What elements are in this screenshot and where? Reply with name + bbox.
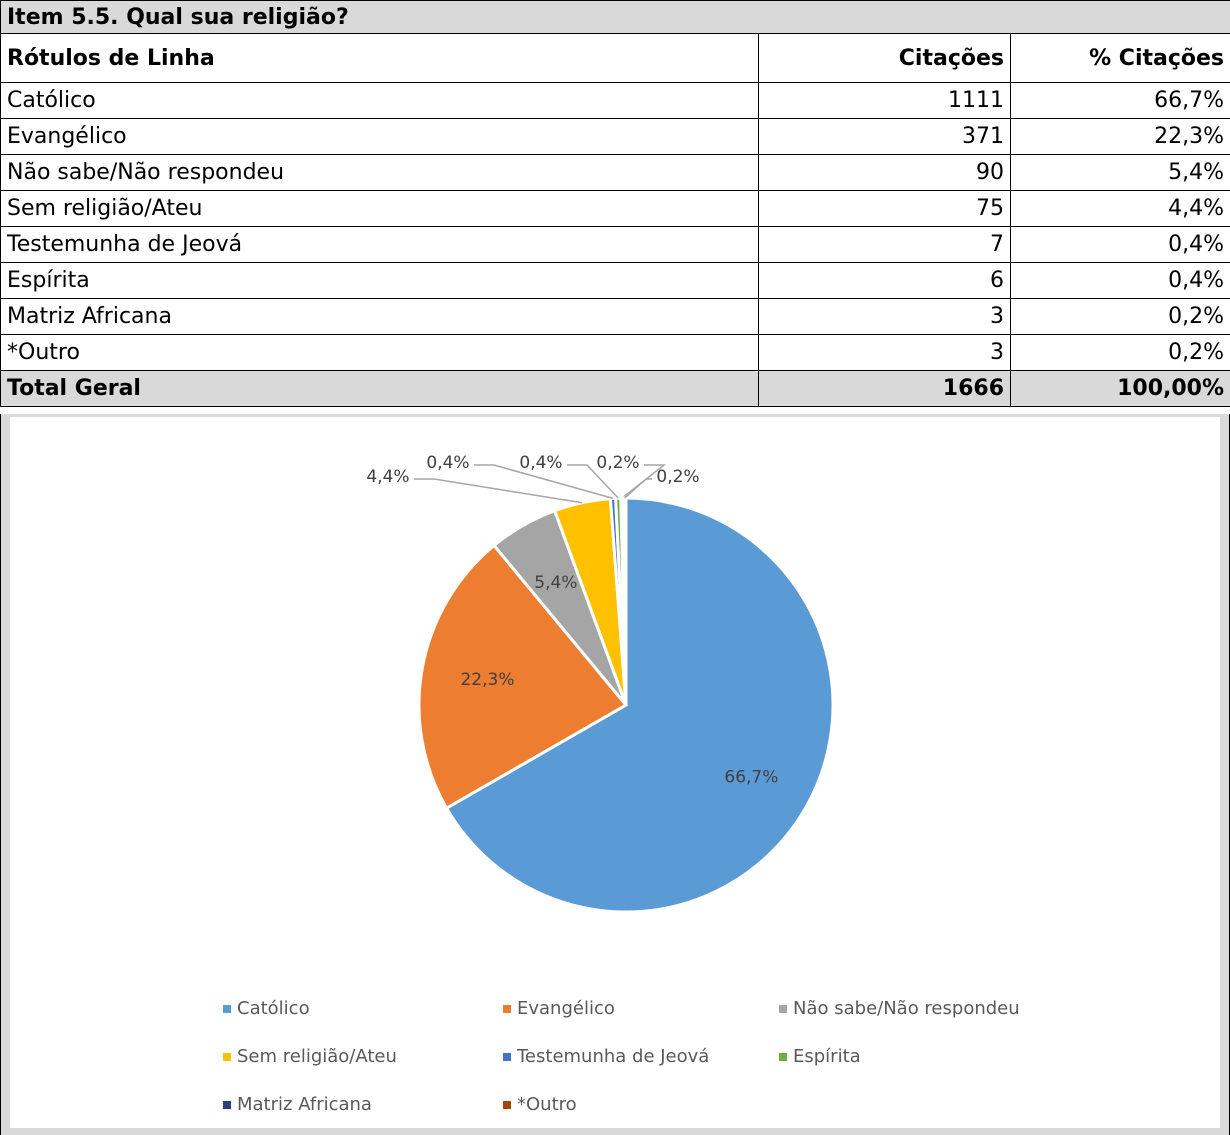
table-cell: 5,4% (1009, 154, 1230, 191)
table-cell: 0,2% (1009, 334, 1230, 371)
table-cell: *Outro (0, 334, 759, 371)
data-label: 66,7% (724, 768, 778, 788)
leader-line (414, 478, 583, 504)
header-row: Rótulos de Linha Citações% Citações (0, 33, 1230, 83)
table-cell: 1666 (758, 370, 1011, 407)
legend-label: Católico (237, 998, 310, 1019)
total-row: Total Geral 1666 100,00% (0, 370, 1230, 407)
legend-label: Sem religião/Ateu (237, 1046, 397, 1067)
data-row: *Outro 3 0,2% (0, 334, 1230, 371)
legend-swatch (503, 1053, 511, 1061)
table-cell: Evangélico (0, 118, 759, 155)
data-row: Não sabe/Não respondeu 90 5,4% (0, 154, 1230, 191)
table-cell: 0,4% (1009, 262, 1230, 299)
table-cell: Citações (758, 33, 1011, 83)
leader-line (624, 478, 652, 499)
chart: 66,7% 22,3% 5,4% 4,4% 0,4% 0,4% 0,2% 0,2% Católi… (10, 417, 1220, 1128)
table-cell: 66,7% (1009, 82, 1230, 119)
table-cell: 1111 (758, 82, 1011, 119)
data-row: Matriz Africana 3 0,2% (0, 298, 1230, 335)
table-cell: Item 5.5. Qual sua religião? (0, 0, 1230, 34)
data-label: 0,4% (426, 453, 469, 473)
data-label: 4,4% (366, 467, 409, 487)
data-label: 0,4% (519, 453, 562, 473)
table-cell: Não sabe/Não respondeu (0, 154, 759, 191)
legend-swatch (503, 1101, 511, 1109)
table-cell: 3 (758, 298, 1011, 335)
table-cell: Rótulos de Linha (0, 33, 759, 83)
table-cell: Testemunha de Jeová (0, 226, 759, 263)
legend-label: Matriz Africana (237, 1094, 372, 1115)
data-table: Item 5.5. Qual sua religião? Rótulos de L… (0, 0, 1230, 407)
legend-label: Espírita (793, 1046, 861, 1067)
table-cell: Total Geral (0, 370, 759, 407)
table-cell: 4,4% (1009, 190, 1230, 227)
leader-line (567, 464, 619, 499)
table-cell: 0,2% (1009, 298, 1230, 335)
table-cell: Espírita (0, 262, 759, 299)
legend-swatch (223, 1053, 231, 1061)
data-label: 5,4% (534, 573, 577, 593)
table-cell: Sem religião/Ateu (0, 190, 759, 227)
data-row: Sem religião/Ateu 75 4,4% (0, 190, 1230, 227)
table-cell: 3 (758, 334, 1011, 371)
data-row: Espírita 6 0,4% (0, 262, 1230, 299)
table-cell: 22,3% (1009, 118, 1230, 155)
table-cell: 100,00% (1009, 370, 1230, 407)
title-row: Item 5.5. Qual sua religião? (0, 0, 1230, 34)
data-row: Testemunha de Jeová 7 0,4% (0, 226, 1230, 263)
leader-line (474, 464, 614, 500)
table-cell: 6 (758, 262, 1011, 299)
pie-slice (444, 496, 835, 914)
data-row: Evangélico 371 22,3% (0, 118, 1230, 155)
data-label: 0,2% (656, 467, 699, 487)
legend-swatch (503, 1005, 511, 1013)
legend-swatch (223, 1101, 231, 1109)
legend-swatch (779, 1005, 787, 1013)
legend-label: Testemunha de Jeová (516, 1046, 709, 1067)
table-cell: 7 (758, 226, 1011, 263)
legend-label: Não sabe/Não respondeu (793, 998, 1020, 1019)
legend-swatch (223, 1005, 231, 1013)
legend-swatch (779, 1053, 787, 1061)
table-cell: 371 (758, 118, 1011, 155)
legend-label: *Outro (517, 1094, 577, 1115)
data-label: 0,2% (596, 453, 639, 473)
table-cell: 90 (758, 154, 1011, 191)
table-cell: 0,4% (1009, 226, 1230, 263)
data-row: Católico 1111 66,7% (0, 82, 1230, 119)
data-label: 22,3% (460, 670, 514, 690)
pie-slice (417, 543, 629, 811)
table-cell: 75 (758, 190, 1011, 227)
table-cell: Matriz Africana (0, 298, 759, 335)
table-cell: % Citações (1009, 33, 1230, 83)
table-cell: Católico (0, 82, 759, 119)
legend-label: Evangélico (517, 998, 615, 1019)
chart-area: 66,7% 22,3% 5,4% 4,4% 0,4% 0,4% 0,2% 0,2% Católi… (0, 414, 1230, 1135)
